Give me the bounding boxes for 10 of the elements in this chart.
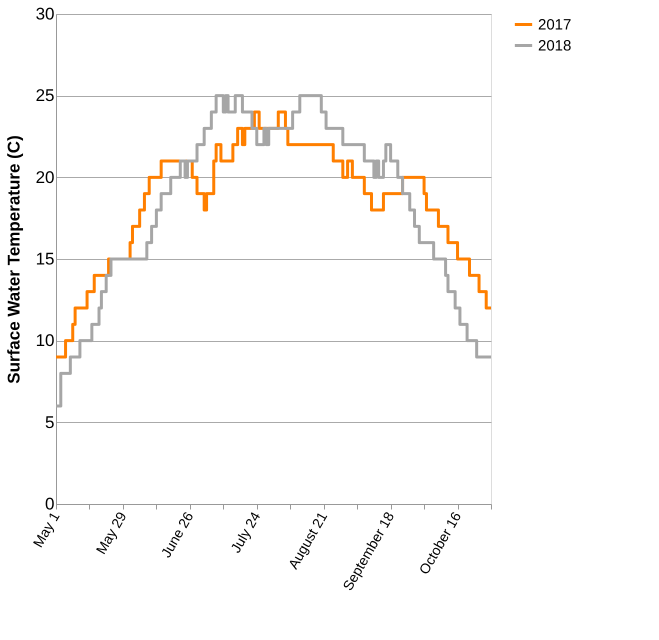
y-tick-label: 20 [36, 168, 54, 187]
y-tick-label: 25 [36, 86, 54, 106]
legend-label: 2017 [538, 16, 572, 34]
legend-label: 2018 [538, 38, 572, 54]
y-tick-label: 10 [36, 331, 54, 350]
y-axis-title: Surface Water Temperature (C) [4, 135, 24, 384]
y-tick-label: 0 [45, 494, 54, 514]
y-tick-label: 30 [36, 4, 54, 24]
y-tick-label: 15 [36, 250, 54, 268]
y-tick-label: 5 [45, 412, 54, 432]
